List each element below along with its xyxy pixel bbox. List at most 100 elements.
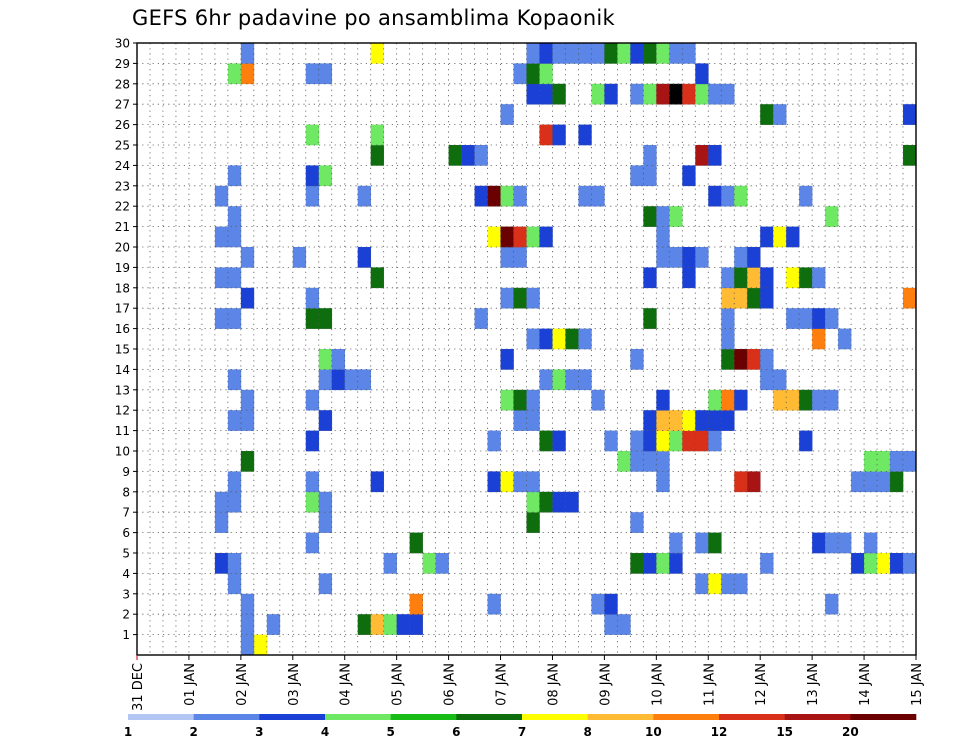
heatmap-cell [578,124,592,146]
heatmap-cell [448,145,462,166]
heatmap-cell [721,349,735,370]
heatmap-cell [227,308,242,329]
heatmap-cell [643,308,657,329]
heatmap-cell [487,185,501,207]
x-tick-label: 06 JAN [443,663,458,706]
heatmap-cell [721,389,735,411]
heatmap-cell [513,247,527,268]
y-tick-label: 11 [115,424,130,438]
x-tick-label: 08 JAN [546,663,561,706]
heatmap-cell [318,512,333,533]
y-tick-label: 6 [122,526,130,540]
heatmap-cell [526,471,540,493]
heatmap-cell [318,410,333,431]
heatmap-cell [760,553,774,574]
heatmap-cell [539,430,553,452]
heatmap-cell [708,145,722,166]
heatmap-cell [799,430,813,452]
heatmap-cell [773,369,787,391]
heatmap-cell [656,471,670,493]
heatmap-cell [227,267,242,289]
legend-swatch [193,714,260,720]
y-tick-label: 7 [122,506,130,520]
heatmap-cell [799,389,813,411]
heatmap-cell [513,410,527,431]
heatmap-cell [227,63,242,85]
heatmap-cell [500,349,514,370]
heatmap-cell [630,553,644,574]
heatmap-cell [500,287,514,309]
legend: 1 2 3 4 5 6 7 8 10 12 15 20 [124,714,917,739]
heatmap-cell [240,43,255,64]
heatmap-cell [370,124,384,146]
heatmap-cell [383,614,397,635]
heatmap-cell [617,451,631,472]
y-tick-label: 20 [115,241,130,255]
heatmap-cell [656,410,670,431]
x-tick-label: 31 DEC [131,663,146,711]
heatmap-cell [708,430,722,452]
heatmap-cell [760,104,774,125]
legend-label: 5 [386,725,394,739]
heatmap-cell [812,267,826,289]
heatmap-cell [656,247,670,268]
heatmap-cell [734,389,748,411]
heatmap-cell [890,451,904,472]
heatmap-cell [825,593,839,615]
heatmap-cell [656,451,670,472]
y-tick-label: 5 [122,547,130,561]
heatmap-cell [786,267,800,289]
legend-swatch [522,714,588,720]
heatmap-cell [500,389,514,411]
heatmap-cell [617,614,631,635]
heatmap-cell [786,389,800,411]
heatmap-cell [604,593,618,615]
heatmap-cell [734,287,748,309]
heatmap-cell [890,471,904,493]
heatmap-cell [643,410,657,431]
heatmap-cell [578,185,592,207]
heatmap-cell [786,226,800,248]
legend-label: 6 [452,725,460,739]
heatmap-cell [344,369,359,391]
heatmap-cell [370,267,384,289]
heatmap-cell [903,104,917,125]
heatmap-cell [526,410,540,431]
heatmap-cell [812,308,826,329]
heatmap-cell [591,593,605,615]
heatmap-cell [305,532,320,554]
heatmap-cell [708,410,722,431]
heatmap-cell [773,104,787,125]
legend-swatch [850,714,917,720]
heatmap-cell [305,165,320,187]
heatmap-cell [708,532,722,554]
heatmap-cell [643,83,657,105]
heatmap-cell [838,328,852,350]
heatmap-cell [656,226,670,248]
heatmap-cell [565,369,579,391]
heatmap-cell [890,553,904,574]
heatmap-cell [305,185,320,207]
x-tick-label: 14 JAN [858,663,873,706]
heatmap-cell [695,532,709,554]
heatmap-cell [630,43,644,64]
y-tick-label: 25 [115,139,130,153]
heatmap-cell [565,43,579,64]
heatmap-cell [487,430,501,452]
heatmap-cell [435,553,449,574]
heatmap-cell [526,512,540,533]
heatmap-cell [227,573,242,595]
heatmap-cells [214,43,917,656]
heatmap-cell [669,247,683,268]
heatmap-cell [357,369,371,391]
x-tick-label: 15 JAN [910,663,925,706]
heatmap-cell [877,471,891,493]
heatmap-cell [240,593,255,615]
heatmap-cell [305,471,320,493]
heatmap-cell [695,247,709,268]
heatmap-cell [721,185,735,207]
heatmap-cell [734,185,748,207]
heatmap-cell [552,369,566,391]
heatmap-cell [630,165,644,187]
y-axis: 1234567891011121314151617181920212223242… [115,37,137,642]
